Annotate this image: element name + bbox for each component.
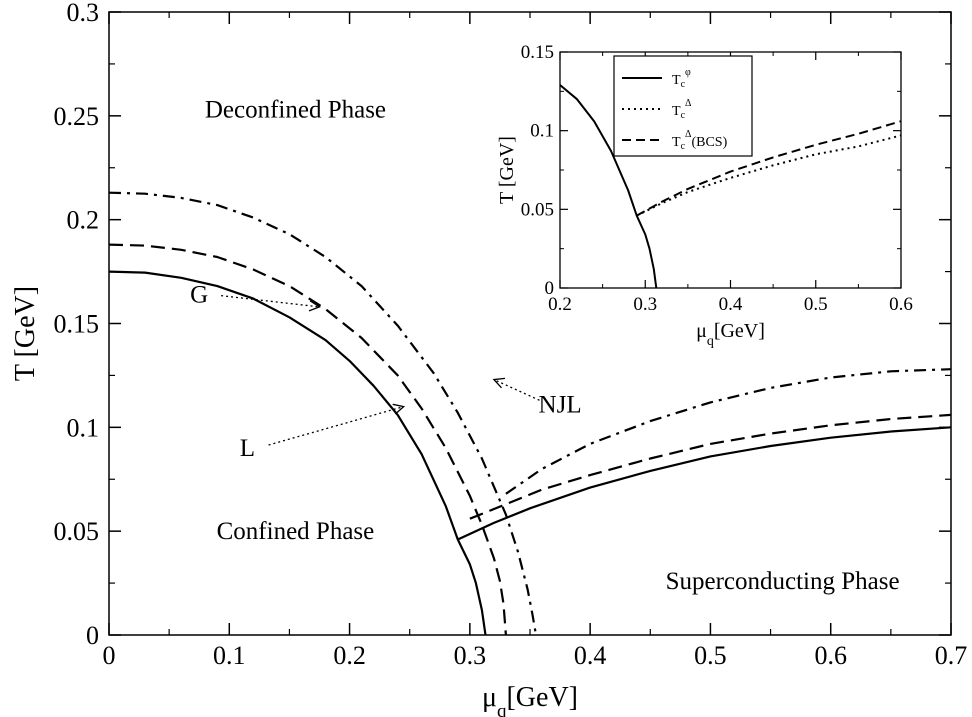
x-tick-label: 0.3 — [454, 641, 487, 670]
inset-y-tick-label: 0.15 — [521, 42, 554, 63]
x-tick-label: 0.1 — [213, 641, 246, 670]
annotation-label: L — [240, 435, 255, 462]
x-tick-label: 0.7 — [935, 641, 968, 670]
inset-x-tick-label: 0.6 — [889, 294, 913, 315]
y-tick-label: 0.3 — [67, 0, 100, 27]
series-line-dashdot-4 — [108, 191, 538, 636]
y-tick-label: 0.2 — [67, 206, 100, 235]
x-axis-title: μq[GeV] — [482, 682, 578, 717]
annotation-arrow-head — [392, 403, 406, 415]
series-line-solid-0 — [108, 270, 487, 636]
inset-y-tick-label: 0 — [545, 278, 555, 299]
inset-y-tick-label: 0.05 — [521, 199, 554, 220]
y-tick-label: 0.05 — [54, 517, 100, 546]
inset-y-tick-label: 0.1 — [530, 121, 554, 142]
x-tick-label: 0.4 — [574, 641, 607, 670]
annotation-arrow-line — [268, 405, 404, 446]
legend-entry-label: TcΔ(BCS) — [672, 129, 728, 152]
series-line-dashdot-5 — [505, 368, 952, 495]
annotation-label: NJL — [539, 391, 582, 418]
y-tick-label: 0 — [86, 621, 99, 650]
legend-entry-label: Tcφ — [672, 67, 691, 90]
inset-x-axis-title: μq[GeV] — [696, 320, 765, 349]
inset-series-line-solid — [559, 84, 658, 289]
legend-entry-label: TcΔ — [672, 98, 692, 121]
annotation-label: Confined Phase — [217, 518, 375, 545]
series-line-dashed-2 — [108, 243, 507, 636]
main-plot: 0 0.1 0.2 0.3 0.4 0.5 0.6 0.700.050.10.150.20.2… — [10, 0, 967, 717]
inset-y-axis-title: T [GeV] — [496, 136, 518, 204]
y-axis-title: T [GeV] — [10, 286, 41, 381]
series-line-solid-1 — [457, 426, 952, 541]
annotation-label: Deconfined Phase — [205, 97, 386, 124]
inset-plot: 0.2 0.3 0.4 0.5 0.6 0 0.05 0.1 0.15 μq[GeV] T [GeV… — [496, 42, 913, 349]
annotation-arrow-head — [308, 300, 321, 312]
annotation-label: Superconducting Phase — [666, 568, 900, 595]
inset-x-tick-label: 0.5 — [804, 294, 828, 315]
inset-series-line-dashed — [636, 120, 902, 217]
x-tick-label: 0.5 — [694, 641, 727, 670]
y-tick-label: 0.15 — [54, 310, 100, 339]
annotation-arrow-line — [493, 378, 540, 401]
annotation-arrow-line — [221, 295, 320, 308]
inset-x-tick-label: 0.2 — [548, 294, 572, 315]
inset-x-tick-label: 0.3 — [633, 294, 657, 315]
annotation-label: G — [190, 281, 208, 308]
y-tick-label: 0.1 — [67, 413, 100, 442]
inset-x-tick-label: 0.4 — [719, 294, 743, 315]
series-line-dashed-3 — [469, 413, 952, 520]
annotation-arrow-head — [492, 377, 506, 389]
x-tick-label: 0 — [103, 641, 116, 670]
y-tick-label: 0.25 — [54, 102, 100, 131]
x-tick-label: 0.6 — [814, 641, 847, 670]
x-tick-label: 0.2 — [333, 641, 366, 670]
